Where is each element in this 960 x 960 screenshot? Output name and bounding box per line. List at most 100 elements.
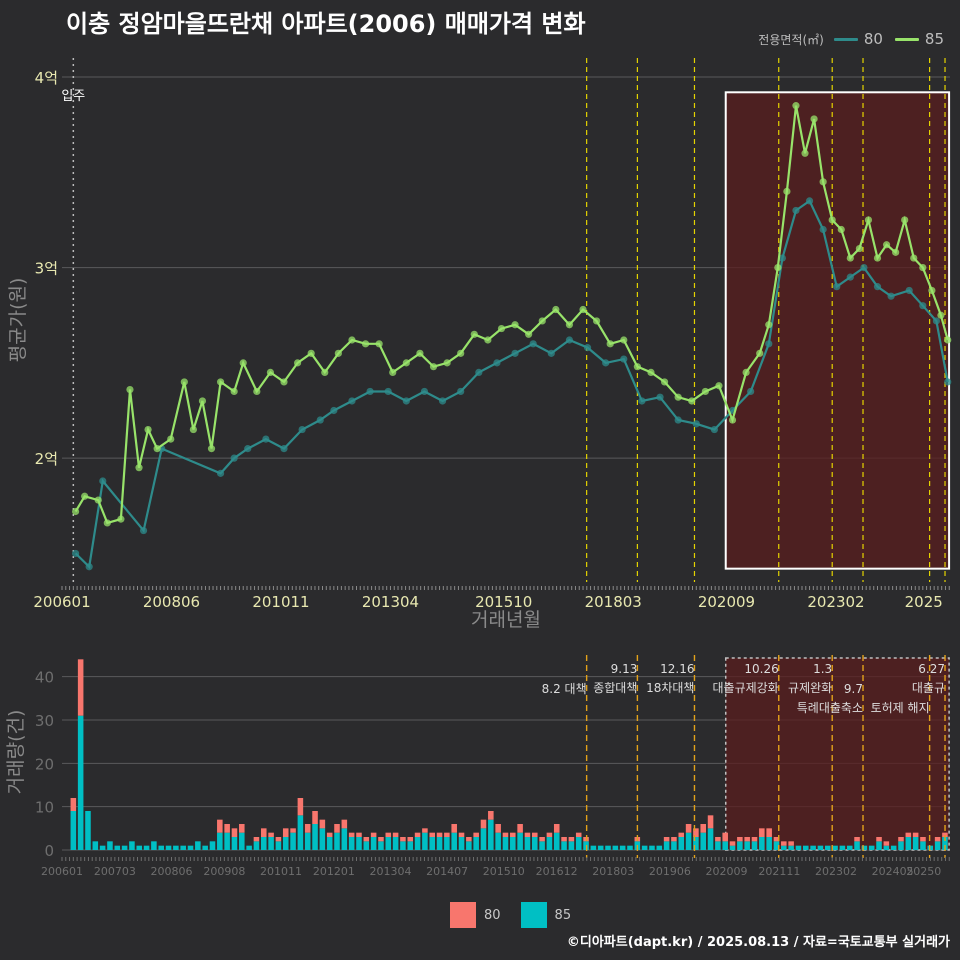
volume-bar-85 bbox=[444, 837, 450, 850]
volume-x-tick-label: 200703 bbox=[94, 865, 136, 878]
volume-bar-85 bbox=[334, 832, 340, 850]
volume-bar-85 bbox=[99, 845, 106, 850]
volume-bar-80 bbox=[575, 832, 582, 837]
volume-x-tick-label: 201510 bbox=[483, 865, 525, 878]
volume-bar-85 bbox=[517, 832, 523, 850]
volume-bar-85 bbox=[890, 845, 897, 850]
volume-bar-85 bbox=[744, 841, 750, 850]
volume-bar-85 bbox=[407, 841, 414, 850]
volume-bar-85 bbox=[392, 837, 399, 850]
volume-bar-80 bbox=[268, 832, 274, 837]
volume-bar-85 bbox=[312, 824, 318, 850]
volume-bar-80 bbox=[773, 837, 780, 842]
volume-bar-85 bbox=[363, 841, 370, 850]
volume-x-tick-label: 201201 bbox=[313, 865, 355, 878]
volume-x-tick-label: 201906 bbox=[649, 865, 691, 878]
volume-bar-85 bbox=[707, 828, 714, 850]
volume-x-tick-label: 20250 bbox=[906, 865, 941, 878]
price-x-tick-label: 200601 bbox=[33, 593, 90, 611]
volume-bar-85 bbox=[356, 837, 362, 850]
price-y-tick-label: 2억 bbox=[35, 450, 58, 468]
volume-bar-85 bbox=[649, 845, 655, 850]
volume-bar-80 bbox=[854, 837, 860, 842]
volume-bar-80 bbox=[70, 798, 77, 811]
legend-name-80: 80 bbox=[863, 30, 883, 48]
volume-y-tick-label: 0 bbox=[44, 842, 54, 860]
volume-bar-85 bbox=[282, 837, 289, 850]
volume-bar-85 bbox=[231, 837, 238, 850]
volume-x-tick-label: 201407 bbox=[426, 865, 468, 878]
volume-bar-85 bbox=[70, 811, 77, 850]
legend-area-label: 전용면적(㎡) bbox=[758, 32, 824, 47]
volume-bar-85 bbox=[217, 832, 223, 850]
volume-bar-80 bbox=[356, 832, 362, 837]
volume-bar-80 bbox=[898, 837, 904, 842]
volume-bar-85 bbox=[129, 841, 135, 850]
volume-bar-85 bbox=[473, 837, 479, 850]
volume-bar-85 bbox=[795, 845, 802, 850]
volume-bar-80 bbox=[685, 824, 692, 833]
volume-bar-85 bbox=[729, 845, 736, 850]
volume-bar-80 bbox=[231, 828, 238, 837]
volume-bar-85 bbox=[685, 832, 692, 850]
volume-bar-85 bbox=[627, 845, 633, 850]
volume-bar-85 bbox=[114, 845, 121, 850]
volume-bar-80 bbox=[458, 832, 465, 837]
price-x-tick-label: 202302 bbox=[807, 593, 864, 611]
price-x-tick-label: 201803 bbox=[585, 593, 642, 611]
volume-bar-85 bbox=[722, 841, 728, 850]
volume-bar-85 bbox=[876, 841, 882, 850]
volume-bar-80 bbox=[217, 819, 223, 833]
price-x-tick-label: 2025 bbox=[905, 593, 943, 611]
policy-label-2: 대출규 bbox=[912, 681, 945, 695]
volume-bar-85 bbox=[319, 828, 326, 850]
price-line-85 bbox=[74, 105, 949, 525]
price-y-axis-title: 평균가(원) bbox=[7, 278, 29, 363]
price-y-tick-label: 3억 bbox=[35, 260, 58, 278]
volume-bar-85 bbox=[488, 819, 494, 850]
price-x-axis-title: 거래년월 bbox=[471, 609, 541, 631]
volume-bar-85 bbox=[846, 845, 853, 850]
volume-bar-85 bbox=[832, 845, 838, 850]
volume-bar-85 bbox=[605, 845, 611, 850]
volume-bar-80 bbox=[788, 841, 794, 846]
volume-bar-85 bbox=[224, 832, 230, 850]
price-y-tick-label: 4억 bbox=[35, 69, 58, 87]
volume-bar-80 bbox=[444, 832, 450, 837]
volume-bar-80 bbox=[517, 824, 523, 833]
volume-bar-85 bbox=[268, 837, 274, 850]
volume-bar-85 bbox=[77, 715, 84, 850]
volume-bar-85 bbox=[773, 841, 780, 850]
volume-bar-85 bbox=[436, 837, 443, 850]
volume-bar-85 bbox=[766, 837, 772, 850]
volume-bar-80 bbox=[370, 832, 377, 837]
volume-bar-85 bbox=[341, 828, 348, 850]
volume-bar-85 bbox=[788, 845, 794, 850]
volume-bar-85 bbox=[663, 841, 670, 850]
volume-bar-85 bbox=[920, 841, 926, 850]
volume-bar-85 bbox=[597, 845, 604, 850]
volume-bar-80 bbox=[531, 832, 538, 837]
volume-bar-80 bbox=[407, 837, 414, 842]
volume-bar-85 bbox=[385, 837, 392, 850]
volume-bar-80 bbox=[473, 832, 479, 837]
volume-bar-85 bbox=[868, 845, 875, 850]
volume-highlight-box bbox=[724, 657, 950, 851]
volume-bar-85 bbox=[165, 845, 172, 850]
volume-bar-85 bbox=[107, 841, 113, 850]
volume-bar-85 bbox=[912, 837, 919, 850]
volume-bar-85 bbox=[751, 841, 758, 850]
volume-bar-80 bbox=[326, 832, 333, 837]
volume-bar-85 bbox=[546, 837, 553, 850]
volume-bar-80 bbox=[422, 828, 428, 833]
legend-name-85: 85 bbox=[924, 30, 944, 48]
volume-y-tick-label: 30 bbox=[35, 712, 54, 730]
volume-bar-85 bbox=[861, 845, 868, 850]
volume-bar-85 bbox=[678, 837, 685, 850]
volume-bar-80 bbox=[77, 659, 84, 716]
volume-bar-80 bbox=[693, 828, 699, 837]
volume-bar-85 bbox=[158, 845, 164, 850]
volume-bar-80 bbox=[510, 832, 516, 837]
volume-y-tick-label: 10 bbox=[35, 799, 54, 817]
volume-bar-85 bbox=[297, 815, 304, 850]
